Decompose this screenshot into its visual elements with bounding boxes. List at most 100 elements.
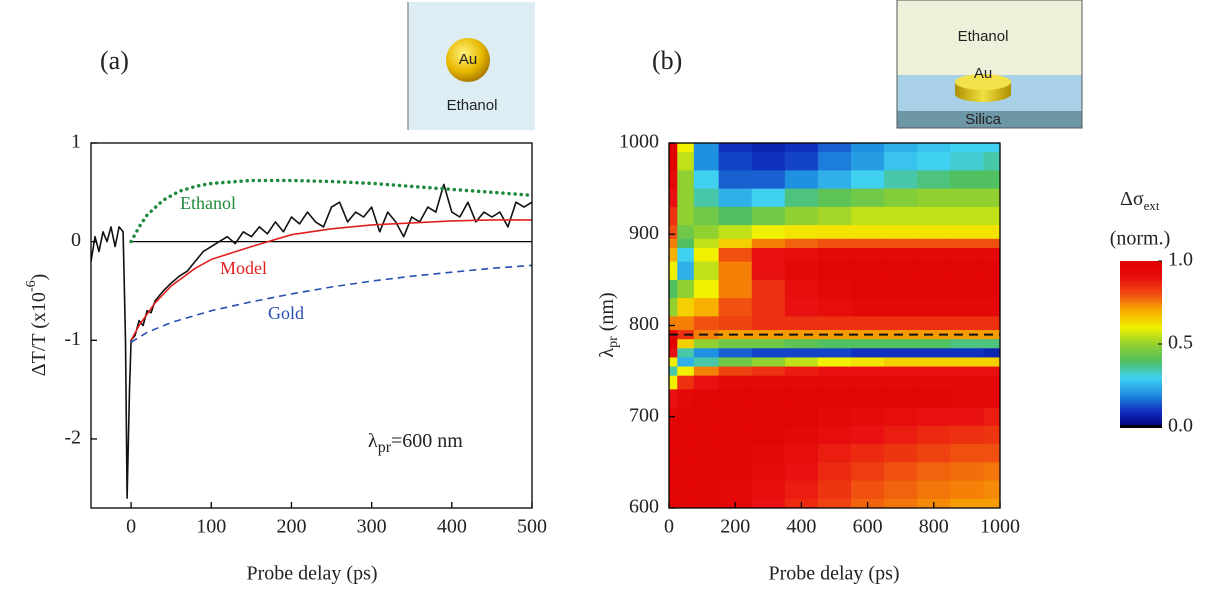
- heatmap-cell: [917, 188, 951, 208]
- heatmap-cell: [784, 407, 819, 427]
- colorbar-swatch: [1120, 410, 1162, 414]
- y-axis-label-sup: -6: [24, 280, 39, 292]
- heatmap-cell: [851, 247, 885, 263]
- heatmap-cell: [677, 389, 695, 409]
- annotation-sub: pr: [378, 439, 392, 456]
- colorbar-swatch: [1120, 332, 1162, 337]
- colorbar-swatch: [1120, 277, 1162, 281]
- heatmap-cell: [917, 407, 951, 427]
- heatmap-cell: [950, 339, 984, 349]
- heatmap-cell: [669, 143, 678, 153]
- heatmap-cell: [693, 188, 720, 208]
- heatmap-cell: [751, 375, 786, 390]
- heatmap-cell: [669, 357, 678, 368]
- heatmap-cell: [718, 316, 753, 331]
- heatmap-cell: [884, 247, 918, 263]
- y-axis-label-end: ): [28, 274, 50, 281]
- heatmap-cell: [817, 366, 852, 377]
- heatmap-cell: [851, 298, 885, 317]
- silica-layer: [897, 111, 1082, 128]
- heatmap-cell: [718, 366, 753, 377]
- colorbar-swatch: [1120, 291, 1162, 295]
- colorbar-swatch: [1120, 299, 1162, 304]
- heatmap-cell: [669, 480, 678, 500]
- heatmap-cell: [669, 261, 678, 281]
- colorbar-label-text: Δσ: [1120, 188, 1144, 210]
- heatmap-cell: [851, 375, 885, 390]
- heatmap-cell: [884, 188, 918, 208]
- heatmap-cell: [983, 238, 1001, 249]
- colorbar-swatch: [1120, 371, 1162, 376]
- heatmap-cell: [917, 143, 951, 153]
- heatmap-cell: [817, 462, 852, 482]
- gold-sphere: [446, 38, 490, 82]
- heatmap-cell: [669, 206, 678, 226]
- heatmap-cell: [884, 389, 918, 409]
- heatmap-cell: [884, 339, 918, 349]
- heatmap-cell: [851, 238, 885, 249]
- colorbar-swatch: [1120, 393, 1162, 398]
- heatmap-cell: [917, 298, 951, 317]
- heatmap-cell: [983, 279, 1001, 299]
- heatmap-cell: [950, 389, 984, 409]
- heatmap-cell: [950, 247, 984, 263]
- heatmap-cell: [983, 188, 1001, 208]
- colorbar-swatch: [1120, 368, 1162, 373]
- heatmap-cell: [751, 298, 786, 317]
- heatmap-cell: [983, 225, 1001, 240]
- heatmap-cell: [693, 357, 720, 368]
- heatmap-cell: [784, 316, 819, 331]
- heatmap-cell: [677, 206, 695, 226]
- heatmap-cell: [983, 375, 1001, 390]
- heatmap-cell: [983, 480, 1001, 500]
- heatmap-cell: [751, 462, 786, 482]
- heatmap-cell: [751, 170, 786, 190]
- heatmap-cell: [693, 444, 720, 463]
- series-line: [130, 219, 532, 341]
- colorbar-swatch: [1120, 355, 1162, 359]
- heatmap-cell: [718, 152, 753, 171]
- heatmap-cell: [718, 170, 753, 190]
- heatmap-cell: [718, 225, 753, 240]
- heatmap-cell: [983, 407, 1001, 427]
- x-axis-label: Probe delay (ps): [246, 563, 377, 585]
- x-tick-label: 1000: [980, 516, 1020, 538]
- x-tick-label: 0: [664, 516, 674, 538]
- heatmap-cell: [784, 247, 819, 263]
- colorbar-label-sub: ext: [1144, 198, 1160, 213]
- heatmap-cell: [851, 348, 885, 358]
- y-axis-label-text: λ: [596, 348, 618, 358]
- series-label: Gold: [268, 303, 304, 323]
- heatmap-cell: [884, 462, 918, 482]
- heatmap-cell: [983, 152, 1001, 171]
- x-tick-label: 800: [919, 516, 949, 538]
- heatmap-cell: [677, 480, 695, 500]
- heatmap-cell: [851, 170, 885, 190]
- heatmap-cell: [677, 407, 695, 427]
- x-tick-label: 300: [357, 516, 387, 538]
- heatmap-cell: [784, 188, 819, 208]
- heatmap-cell: [983, 298, 1001, 317]
- heatmap-cell: [917, 389, 951, 409]
- y-tick-label: 0: [71, 229, 81, 251]
- panel-label: (a): [100, 46, 129, 75]
- heatmap-cell: [718, 261, 753, 281]
- colorbar-swatch: [1120, 310, 1162, 315]
- heatmap-cell: [677, 188, 695, 208]
- heatmap-cell: [884, 238, 918, 249]
- heatmap-cell: [677, 375, 695, 390]
- colorbar-label: Δσext: [1120, 188, 1160, 213]
- heatmap-cell: [718, 425, 753, 445]
- colorbar-swatch: [1120, 324, 1162, 328]
- heatmap-cell: [817, 170, 852, 190]
- heatmap-cell: [677, 316, 695, 331]
- colorbar-swatch: [1120, 330, 1162, 334]
- heatmap-cell: [950, 462, 984, 482]
- heatmap-cell: [669, 225, 678, 240]
- heatmap-cell: [851, 316, 885, 331]
- heatmap-cell: [950, 298, 984, 317]
- heatmap-cell: [693, 389, 720, 409]
- heatmap-cell: [669, 389, 678, 409]
- heatmap-cell: [718, 143, 753, 153]
- heatmap-cell: [718, 389, 753, 409]
